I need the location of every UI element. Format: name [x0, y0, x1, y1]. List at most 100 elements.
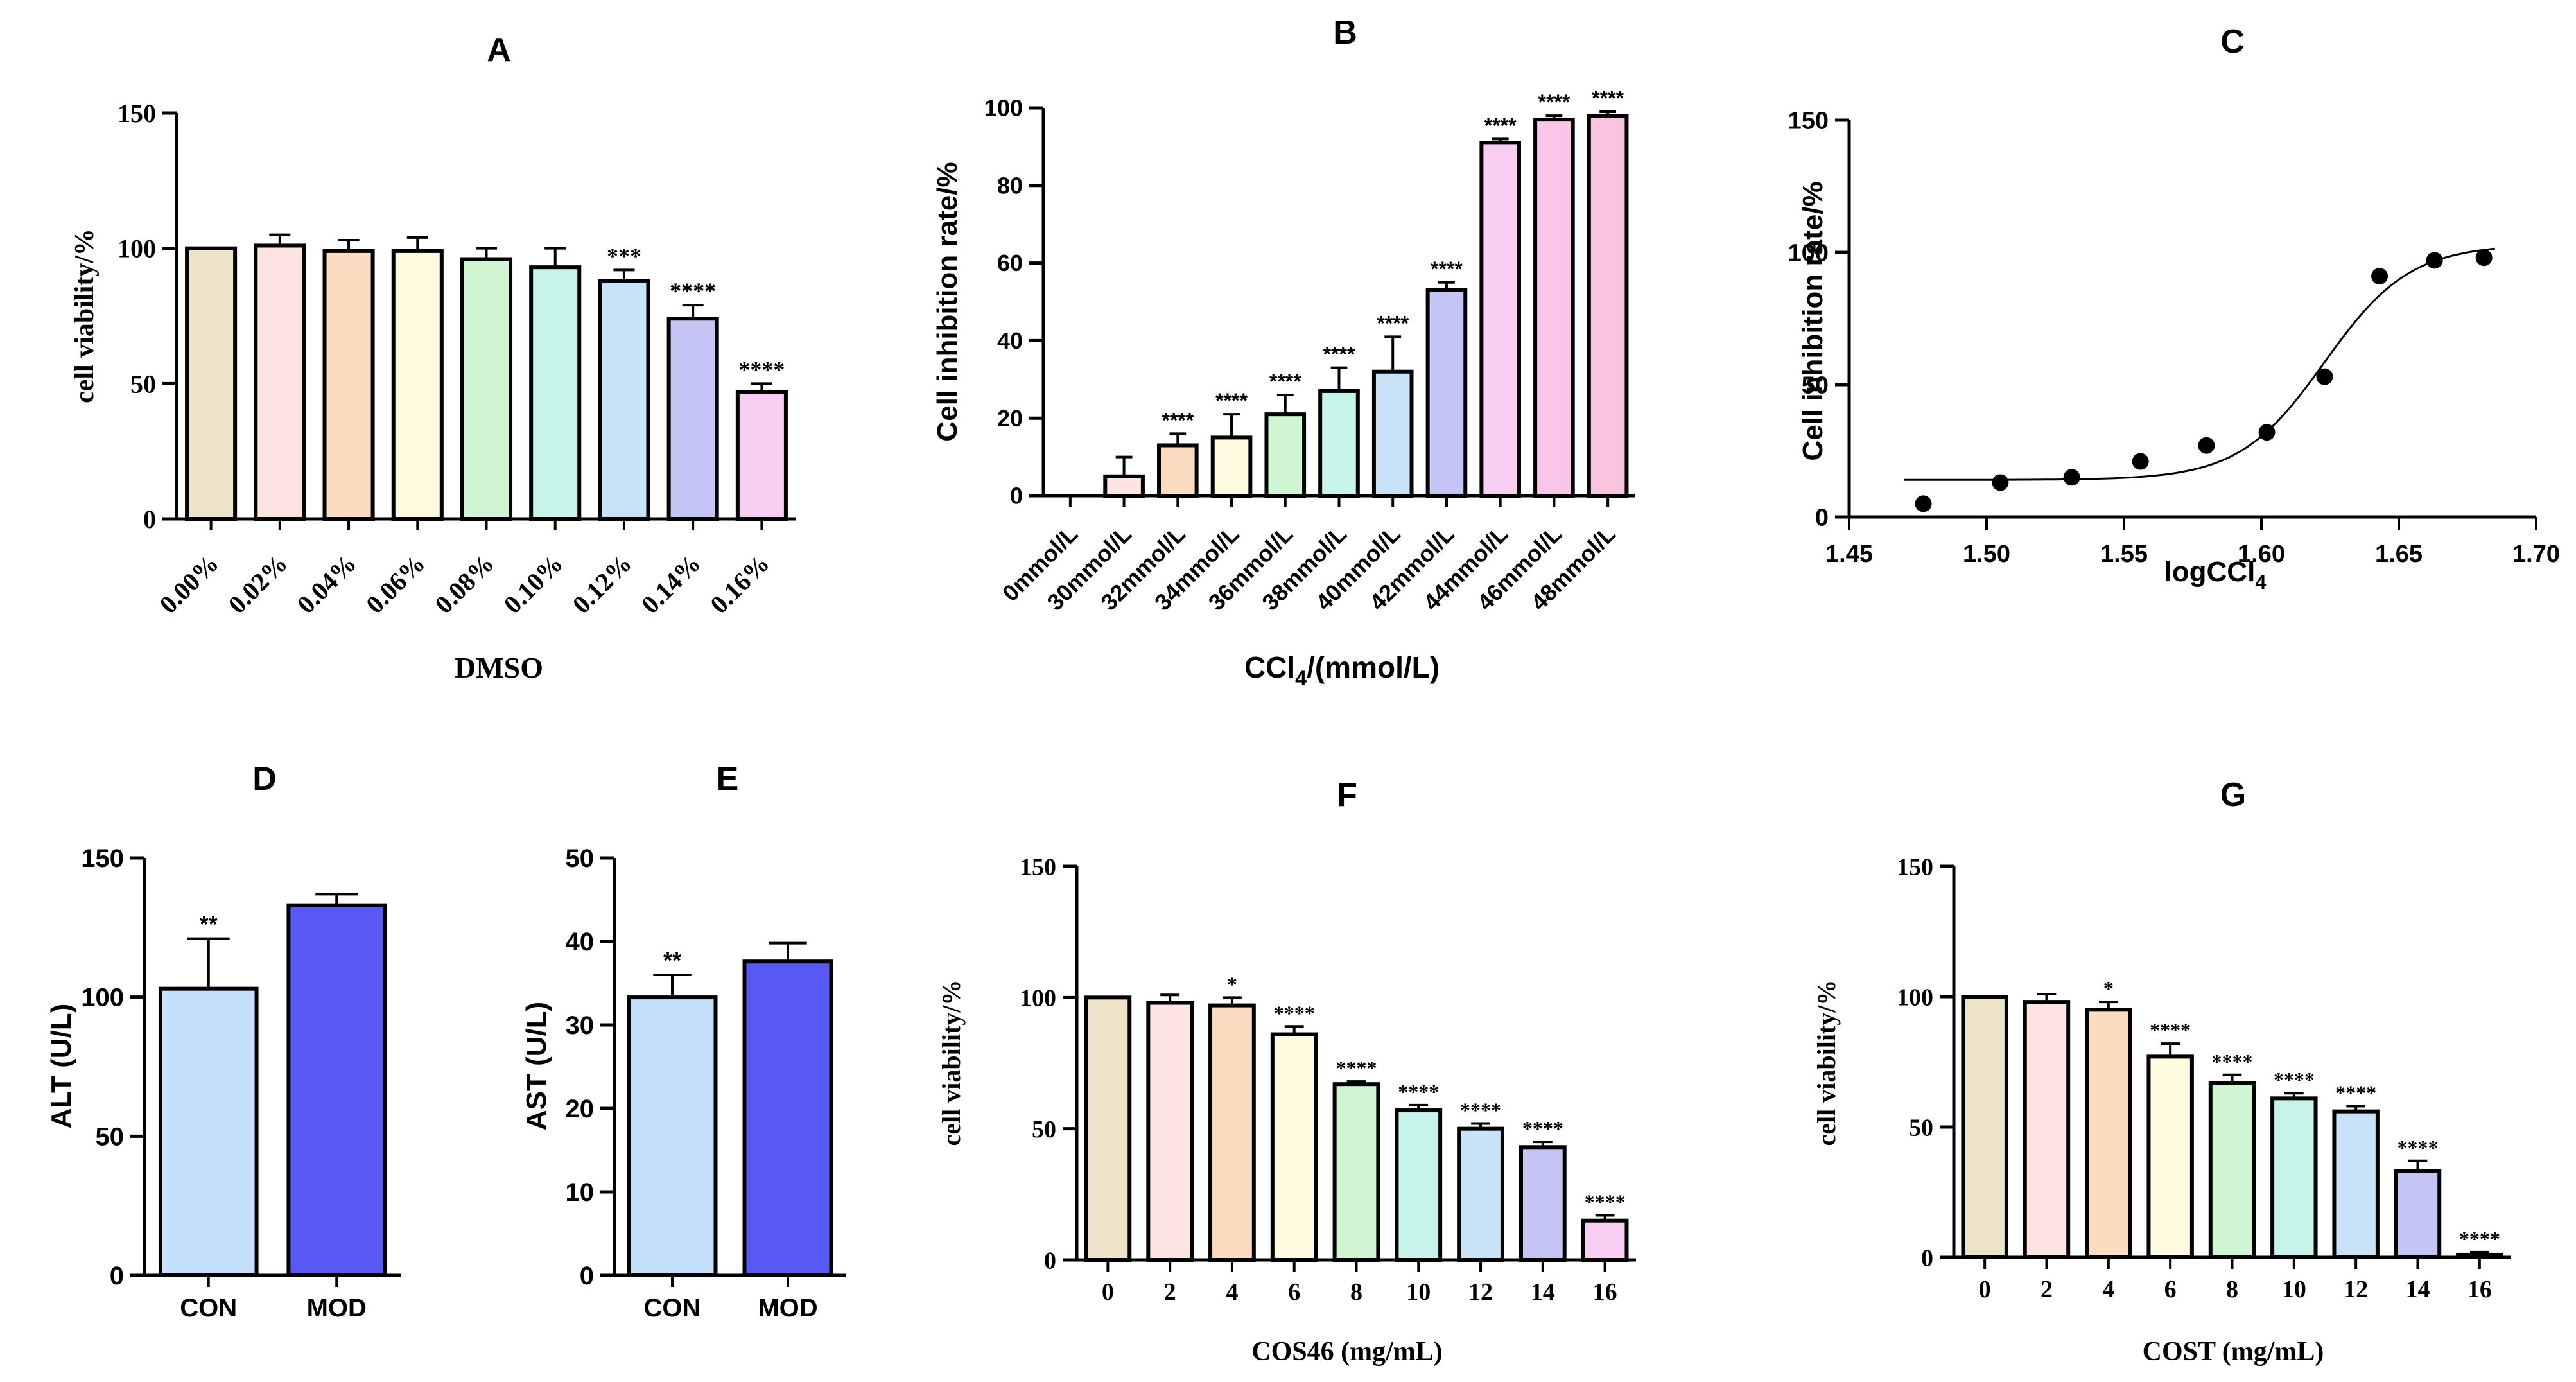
panel-g: G 0 2 * 4 **** 6 **** 8 **** 10 **** 12 **** 14 **** 16 0…	[1812, 776, 2511, 1367]
x-tick-label: 8	[1350, 1279, 1362, 1306]
x-tick-label: 0.06%	[360, 549, 431, 620]
significance-mark: ****	[2398, 1136, 2439, 1159]
panel-letter: A	[487, 31, 511, 69]
y-tick-label: 150	[81, 844, 124, 873]
x-axis-label-main: COS46 (mg/mL)	[1251, 1337, 1443, 1367]
x-tick-label: 8	[2226, 1276, 2238, 1303]
x-tick-label: 16	[1593, 1279, 1617, 1306]
bar	[1395, 1108, 1443, 1263]
x-tick-label: 6	[2164, 1276, 2177, 1303]
x-axis-label-tail: /(mmol/L)	[1307, 651, 1440, 684]
x-axis-label-subscript: 4	[1295, 667, 1307, 690]
y-tick-label: 100	[1897, 984, 1933, 1011]
data-point	[2316, 368, 2333, 385]
y-axis-label: ALT (U/L)	[46, 1004, 77, 1129]
y-tick-label: 50	[1032, 1116, 1056, 1143]
y-axis-label: cell viability/%	[1812, 980, 1841, 1146]
x-tick-label: 6	[1288, 1279, 1300, 1306]
panel-a: A 0.00%0.02%0.04%0.06%0.08%0.10% *** 0.12% *…	[70, 31, 796, 684]
significance-mark: ****	[1431, 258, 1463, 281]
bar	[2023, 1000, 2071, 1259]
bar	[666, 317, 719, 521]
bar	[598, 279, 650, 521]
x-tick-label: 0.08%	[429, 549, 500, 620]
bar	[460, 257, 513, 521]
bar	[1457, 1126, 1504, 1262]
significance-mark: **	[200, 911, 218, 938]
x-tick-label: 4	[2102, 1276, 2114, 1303]
significance-mark: ****	[1336, 1056, 1377, 1080]
significance-mark: ****	[2274, 1068, 2315, 1091]
x-tick-label: 1.55	[2100, 541, 2148, 568]
y-tick-label: 100	[984, 95, 1023, 121]
x-tick-label: 1.60	[2238, 541, 2285, 568]
data-point	[2258, 424, 2276, 441]
x-axis-label-main: logCCl	[2164, 556, 2256, 588]
data-point	[2132, 453, 2149, 470]
x-tick-label: 2	[1164, 1279, 1176, 1306]
bar	[1425, 288, 1468, 498]
bar	[1318, 389, 1360, 498]
data-point	[1992, 474, 2009, 491]
panel-b: B0mmol/L30mmol/L****32mmol/L****34mmol/L…	[932, 14, 1635, 690]
x-tick-label: 0.12%	[567, 549, 638, 620]
bar	[1210, 435, 1253, 498]
panel-letter: F	[1337, 776, 1357, 814]
bar	[286, 903, 387, 1277]
x-tick-label: 10	[2282, 1276, 2306, 1303]
significance-mark: *	[2103, 977, 2114, 1000]
x-axis-label: CCl4/(mmol/L)	[1244, 651, 1440, 690]
x-tick-label: 0.02%	[223, 549, 293, 620]
bar	[1103, 474, 1145, 498]
panel-f: F 0 2 * 4 **** 6 **** 8 **** 10 **** 12 **** 14 **** 16 0…	[937, 776, 1636, 1367]
x-tick-label: 1.45	[1825, 541, 1873, 568]
x-tick-label: 0.00%	[153, 549, 224, 620]
significance-mark: ***	[607, 243, 641, 268]
significance-mark: ****	[1538, 91, 1571, 114]
significance-mark: ****	[1323, 343, 1355, 366]
significance-mark: ****	[2150, 1019, 2191, 1042]
x-tick-label: CON	[180, 1294, 237, 1322]
y-tick-label: 100	[1020, 985, 1056, 1012]
bar	[1332, 1082, 1380, 1263]
x-tick-label: CON	[644, 1294, 701, 1322]
bar	[2270, 1096, 2318, 1259]
x-tick-label: 12	[1468, 1279, 1493, 1306]
y-tick-label: 0	[1044, 1247, 1056, 1274]
x-tick-label: 16	[2467, 1276, 2492, 1303]
bar	[1533, 118, 1575, 498]
x-tick-label: 0	[1102, 1279, 1114, 1306]
data-point	[2475, 249, 2493, 267]
significance-mark: ****	[1269, 370, 1301, 393]
x-axis-label-main: DMSO	[455, 651, 543, 684]
y-tick-label: 50	[96, 1123, 125, 1151]
y-tick-label: 150	[1897, 853, 1933, 880]
bar	[1157, 443, 1199, 498]
bar	[2332, 1109, 2380, 1260]
y-tick-label: 100	[1788, 240, 1829, 267]
bar	[1519, 1145, 1567, 1262]
y-tick-label: 150	[117, 99, 156, 128]
significance-mark: ****	[1274, 1001, 1315, 1024]
x-tick-label: 2	[2041, 1276, 2053, 1303]
panel-e: E ** CON MOD 0 10 20 30 40 50 AST (U/L)	[521, 760, 846, 1322]
y-tick-label: 0	[1921, 1245, 1933, 1272]
y-tick-label: 100	[81, 984, 124, 1012]
y-tick-label: 0	[1815, 504, 1829, 531]
panel-d: D ** CON MOD 0 50 100 150 ALT (U/L)	[46, 760, 401, 1322]
y-axis-label: Cell inhibition rate/%	[932, 162, 963, 441]
y-axis-label: cell viability/%	[70, 229, 100, 403]
significance-mark: ****	[1460, 1098, 1501, 1121]
y-axis-label: AST (U/L)	[521, 1002, 552, 1130]
y-tick-label: 50	[130, 369, 156, 398]
bar	[2394, 1169, 2442, 1260]
data-point	[2198, 437, 2215, 454]
significance-mark: **	[663, 947, 681, 974]
significance-mark: ****	[2212, 1050, 2253, 1073]
bar	[735, 389, 788, 521]
data-point	[1915, 495, 1932, 512]
significance-mark: ****	[1398, 1080, 1439, 1103]
bar	[1961, 995, 2008, 1259]
bar	[742, 959, 833, 1277]
